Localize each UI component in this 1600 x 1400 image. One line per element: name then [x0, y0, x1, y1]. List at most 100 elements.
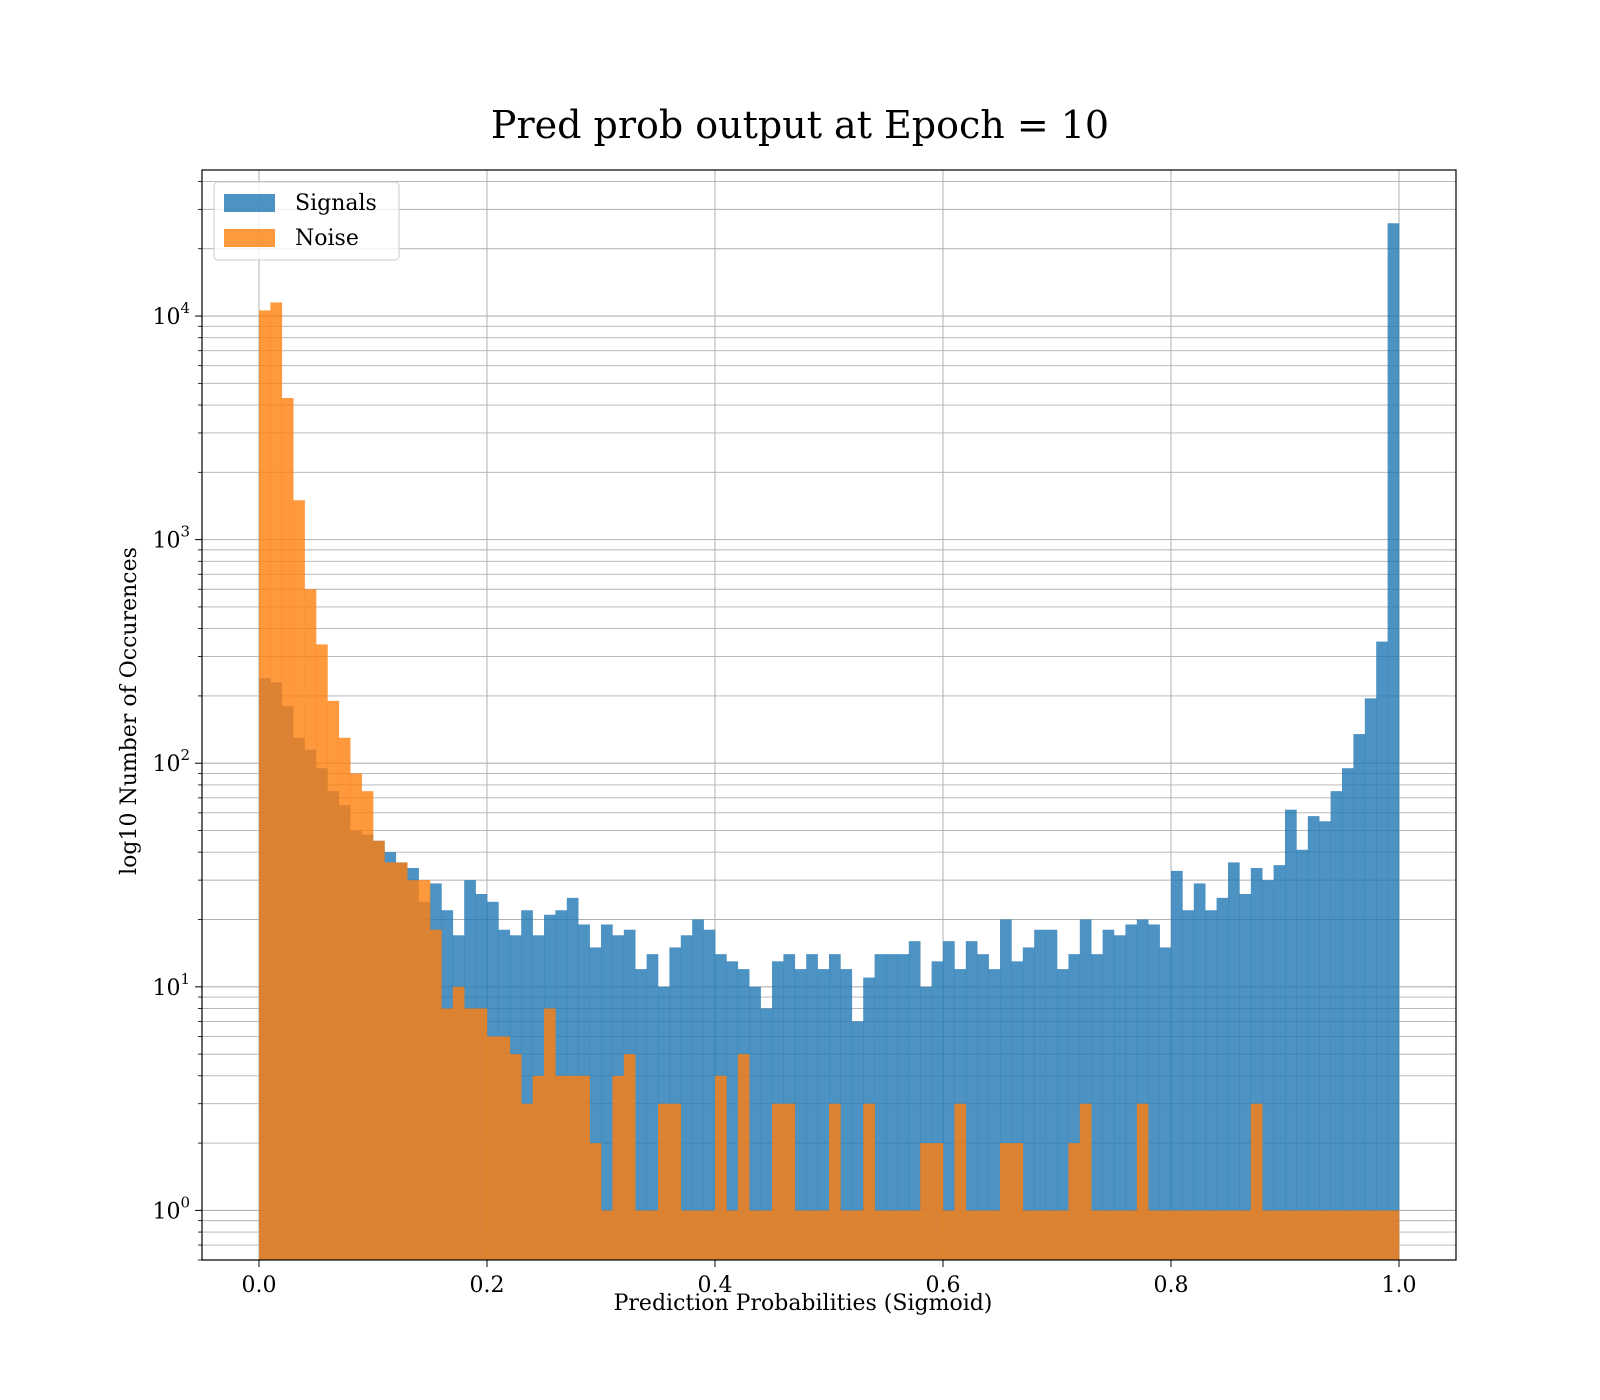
bar-noise — [772, 1103, 784, 1260]
bar-noise — [1102, 1210, 1115, 1260]
x-tick-label: 0.8 — [1154, 1273, 1189, 1298]
bar-signals — [1330, 791, 1343, 1260]
bar-noise — [760, 1210, 773, 1260]
bar-noise — [1342, 1210, 1354, 1260]
bar-noise — [749, 1210, 761, 1260]
bar-signals — [760, 1008, 773, 1260]
bar-noise — [954, 1103, 967, 1260]
bar-signals — [1114, 935, 1126, 1260]
legend-swatch-noise — [224, 229, 275, 247]
bar-noise — [270, 302, 283, 1261]
bar-signals — [1011, 961, 1024, 1260]
bar-noise — [1159, 1210, 1172, 1260]
y-tick-label: 101 — [152, 970, 190, 1001]
bar-signals — [794, 969, 807, 1260]
bar-noise — [783, 1103, 796, 1260]
bar-signals — [1342, 768, 1354, 1260]
bar-signals — [1307, 816, 1320, 1260]
bar-noise — [1205, 1210, 1217, 1260]
bar-noise — [578, 1075, 590, 1260]
bar-noise — [920, 1143, 932, 1260]
bar-noise — [1239, 1210, 1252, 1260]
bar-noise — [361, 791, 374, 1260]
bar-signals — [840, 969, 853, 1260]
bar-noise — [658, 1103, 670, 1260]
y-axis-ticks: 100 101 102 103 104 — [152, 181, 202, 1261]
chart-title: Pred prob output at Epoch = 10 — [491, 103, 1109, 147]
bar-noise — [794, 1210, 807, 1260]
bar-noise — [965, 1210, 978, 1260]
bar-noise — [1307, 1210, 1320, 1260]
bar-noise — [281, 398, 294, 1260]
bar-noise — [373, 840, 385, 1260]
bar-signals — [646, 954, 659, 1260]
bar-noise — [487, 1036, 499, 1260]
bar-noise — [338, 737, 351, 1260]
bar-noise — [1387, 1210, 1400, 1260]
bar-signals — [1353, 734, 1366, 1260]
bar-noise — [829, 1103, 841, 1260]
bar-noise — [544, 1008, 556, 1260]
x-axis-label: Prediction Probabilities (Sigmoid) — [614, 1291, 993, 1316]
bar-signals — [1159, 947, 1172, 1260]
bar-signals — [1079, 919, 1092, 1260]
bars — [259, 223, 1400, 1261]
bar-noise — [1034, 1210, 1046, 1260]
bar-noise — [612, 1075, 625, 1260]
bar-signals — [1091, 954, 1103, 1260]
plot-area-frame — [201, 169, 1457, 1261]
y-tick-label: 100 — [152, 1193, 190, 1224]
bar-noise — [1273, 1210, 1286, 1260]
x-tick-label: 0.6 — [926, 1273, 961, 1298]
bar-noise — [646, 1210, 659, 1260]
x-tick-label: 0.4 — [698, 1273, 733, 1298]
bar-noise — [1216, 1210, 1229, 1260]
bar-noise — [1319, 1210, 1331, 1260]
bar-noise — [874, 1210, 887, 1260]
bar-noise — [418, 880, 431, 1260]
bar-noise — [509, 1054, 522, 1260]
legend-swatch-signals — [224, 194, 275, 212]
bar-signals — [1102, 929, 1115, 1260]
bar-signals — [1000, 919, 1012, 1260]
bar-signals — [1136, 919, 1149, 1260]
y-tick-label: 104 — [152, 299, 190, 330]
bar-signals — [897, 954, 910, 1260]
bar-noise — [259, 310, 271, 1260]
bar-signals — [1034, 929, 1046, 1260]
bar-noise — [1114, 1210, 1126, 1260]
bar-signals — [988, 969, 1001, 1260]
bar-noise — [1079, 1103, 1092, 1260]
bar-noise — [1182, 1210, 1195, 1260]
bar-noise — [1376, 1210, 1388, 1260]
bar-noise — [384, 862, 397, 1260]
bar-signals — [1364, 698, 1377, 1260]
bar-signals — [1376, 641, 1388, 1260]
bar-signals — [1239, 894, 1252, 1260]
bar-signals — [1022, 947, 1035, 1260]
bar-noise — [1136, 1103, 1149, 1260]
bar-noise — [293, 500, 305, 1260]
y-axis-label: log10 Number of Occurences — [117, 547, 142, 875]
bar-signals — [931, 961, 944, 1260]
bar-noise — [863, 1103, 875, 1260]
bar-noise — [908, 1210, 921, 1260]
bar-noise — [931, 1143, 944, 1260]
bar-noise — [395, 862, 408, 1260]
bar-noise — [669, 1103, 682, 1260]
bar-signals — [1273, 865, 1286, 1260]
bar-signals — [1148, 924, 1160, 1260]
bar-noise — [1068, 1143, 1081, 1260]
legend-label-noise: Noise — [295, 226, 359, 251]
bar-noise — [430, 929, 442, 1260]
bar-signals — [977, 954, 989, 1260]
bar-noise — [1045, 1210, 1058, 1260]
bar-signals — [521, 910, 533, 1260]
bar-noise — [555, 1075, 568, 1260]
bar-noise — [1228, 1210, 1240, 1260]
bar-signals — [1228, 862, 1240, 1260]
x-tick-label: 0.2 — [470, 1273, 505, 1298]
bar-signals — [886, 954, 898, 1260]
bar-signals — [692, 919, 704, 1260]
bar-noise — [703, 1210, 716, 1260]
